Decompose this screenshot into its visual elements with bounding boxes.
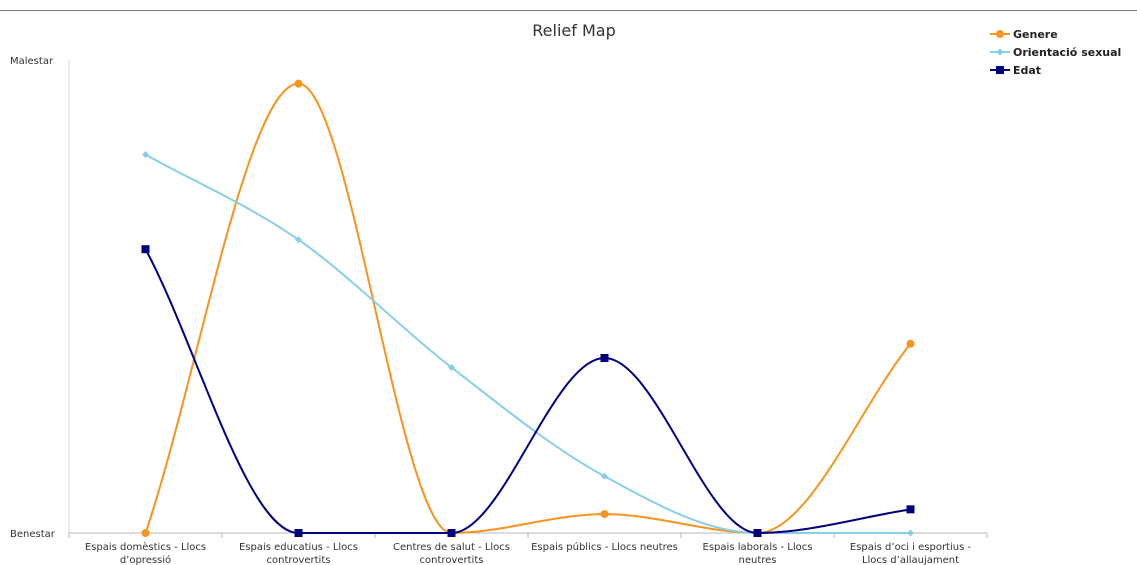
series-line-genere bbox=[144, 82, 912, 535]
series-marker bbox=[141, 245, 150, 254]
series-marker bbox=[295, 236, 302, 244]
legend-label: Edat bbox=[1013, 63, 1042, 77]
y-tick-label: Benestar bbox=[10, 529, 56, 540]
series-marker bbox=[141, 529, 150, 537]
series-marker bbox=[448, 363, 455, 371]
x-tick-label: Centres de salut - Llocs controvertits bbox=[393, 542, 510, 565]
legend-swatch bbox=[990, 47, 1010, 57]
y-axis-labels: Benestar Malestar bbox=[10, 56, 56, 540]
series-line-orientaci-sexual bbox=[145, 153, 911, 535]
series-marker bbox=[753, 529, 762, 537]
series-line-edat bbox=[144, 248, 911, 535]
series-marker bbox=[294, 79, 303, 88]
x-axis-labels: Espais domèstics - Llocs d’opressió Espais… bbox=[85, 541, 972, 565]
series-marker bbox=[907, 529, 914, 537]
series-markers bbox=[141, 79, 915, 537]
legend-label: Genere bbox=[1013, 27, 1058, 41]
x-tick-label: Espais públics - Llocs neutres bbox=[531, 541, 678, 553]
series-marker bbox=[142, 151, 149, 159]
series-marker bbox=[996, 66, 1004, 74]
series-marker bbox=[906, 339, 915, 348]
series-marker bbox=[294, 529, 303, 537]
legend-item[interactable]: Edat bbox=[990, 61, 1121, 79]
x-tick-label: Espais domèstics - Llocs d’opressió bbox=[85, 541, 206, 565]
legend-item[interactable]: Genere bbox=[990, 25, 1121, 43]
series-marker bbox=[600, 353, 609, 362]
legend-swatch bbox=[990, 65, 1010, 75]
series-marker bbox=[601, 472, 608, 480]
y-tick-label: Malestar bbox=[10, 56, 54, 67]
x-tick-label: Espais educatius - Llocs controvertits bbox=[239, 542, 358, 565]
series-marker bbox=[996, 48, 1004, 56]
series-marker bbox=[447, 529, 456, 537]
legend-item[interactable]: Orientació sexual bbox=[990, 43, 1121, 61]
top-border-line bbox=[0, 10, 1137, 11]
chart-legend: Genere Orientació sexual Edat bbox=[990, 25, 1121, 79]
series-marker bbox=[996, 30, 1004, 38]
chart-title: Relief Map bbox=[532, 21, 615, 40]
series-marker bbox=[600, 510, 609, 519]
series-lines bbox=[144, 82, 912, 535]
x-tick-label: Espais d’oci i esportius -Llocs d’allauj… bbox=[850, 542, 972, 565]
series-marker bbox=[906, 505, 915, 514]
legend-swatch bbox=[990, 29, 1010, 39]
x-tick-label: Espais laborals - Llocs neutres bbox=[703, 542, 813, 565]
legend-label: Orientació sexual bbox=[1013, 45, 1122, 59]
